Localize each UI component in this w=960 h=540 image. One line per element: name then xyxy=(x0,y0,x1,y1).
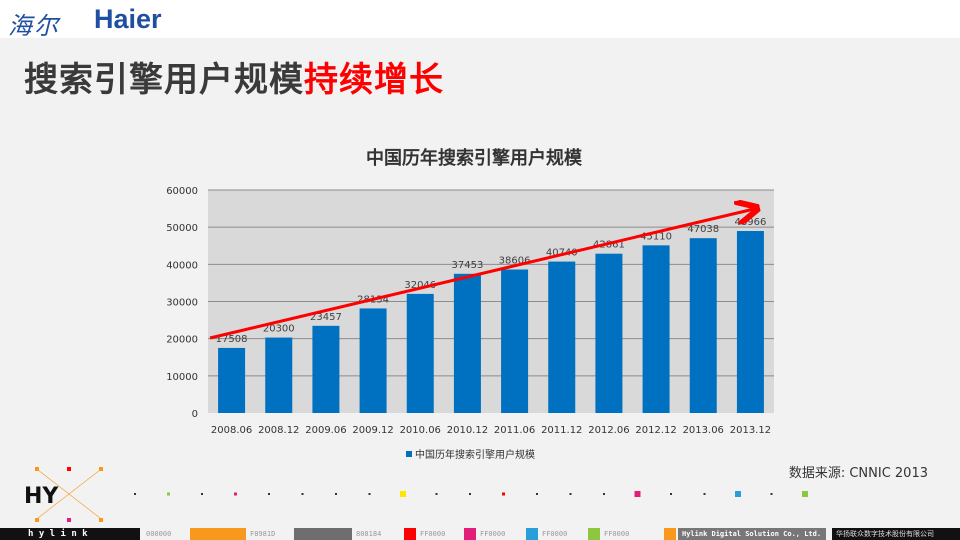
decor-dot xyxy=(670,493,672,495)
data-label: 42861 xyxy=(593,240,625,251)
decor-dot xyxy=(268,493,270,495)
svg-text:HY: HY xyxy=(24,484,59,509)
decor-dot xyxy=(770,493,773,495)
y-tick-label: 60000 xyxy=(166,186,198,197)
color-code: 808184 xyxy=(356,530,382,538)
decor-dot xyxy=(201,493,203,495)
data-label: 20300 xyxy=(263,324,295,335)
title-main: 搜索引擎用户规模 xyxy=(24,60,304,100)
legend-label: 中国历年搜索引擎用户规模 xyxy=(415,448,535,461)
data-label: 37453 xyxy=(452,260,484,271)
decor-dot xyxy=(634,491,641,497)
decor-dot xyxy=(469,493,471,495)
company-en: Hylink Digital Solution Co., Ltd. xyxy=(678,528,826,540)
data-label: 48966 xyxy=(735,217,767,228)
x-tick-label: 2012.12 xyxy=(635,425,676,436)
bar xyxy=(595,253,623,413)
bar xyxy=(689,238,717,413)
x-tick-label: 2011.06 xyxy=(494,425,535,436)
bar xyxy=(265,337,293,413)
x-tick-label: 2010.12 xyxy=(447,425,488,436)
y-tick-label: 50000 xyxy=(166,223,198,234)
data-label: 32046 xyxy=(404,280,436,291)
x-tick-label: 2013.06 xyxy=(683,425,724,436)
color-swatch xyxy=(404,528,416,540)
decor-dot xyxy=(435,493,438,495)
bar xyxy=(453,273,481,413)
trend-arrow xyxy=(209,209,754,340)
color-swatch xyxy=(664,528,676,540)
y-tick-label: 10000 xyxy=(166,372,198,383)
decor-dot xyxy=(802,491,808,497)
data-label: 17508 xyxy=(216,334,248,345)
chart-title: 中国历年搜索引擎用户规模 xyxy=(366,147,583,169)
x-tick-label: 2011.12 xyxy=(541,425,582,436)
x-tick-label: 2010.06 xyxy=(400,425,441,436)
data-label: 47038 xyxy=(687,224,719,235)
bar xyxy=(406,293,434,413)
haier-logo: Haier xyxy=(94,4,162,34)
color-code: FF0000 xyxy=(542,530,568,538)
color-swatch xyxy=(588,528,600,540)
color-code: F8981D xyxy=(250,530,276,538)
x-tick-label: 2012.06 xyxy=(588,425,629,436)
x-tick-label: 2008.06 xyxy=(211,425,252,436)
decor-dot xyxy=(234,492,237,496)
decor-dot xyxy=(703,493,706,495)
bar xyxy=(312,325,340,413)
y-tick-label: 0 xyxy=(192,409,198,420)
footer-brand: h y l i n k xyxy=(0,528,140,540)
color-swatch xyxy=(190,528,246,540)
decor-dot xyxy=(335,493,337,495)
decor-dot xyxy=(536,493,538,495)
data-label: 38606 xyxy=(499,256,531,267)
x-tick-label: 2008.12 xyxy=(258,425,299,436)
bar xyxy=(359,308,387,413)
decor-dot xyxy=(502,492,505,496)
legend-swatch xyxy=(406,451,412,457)
color-swatch xyxy=(294,528,352,540)
color-swatch xyxy=(464,528,476,540)
color-swatch xyxy=(526,528,538,540)
bar xyxy=(218,347,246,413)
color-code: FF0000 xyxy=(480,530,506,538)
x-tick-label: 2009.06 xyxy=(305,425,346,436)
color-code: FF0000 xyxy=(604,530,630,538)
color-code: FF0000 xyxy=(420,530,446,538)
decor-dot xyxy=(569,493,572,495)
x-tick-label: 2013.12 xyxy=(730,425,771,436)
bar xyxy=(642,245,670,413)
title-highlight: 持续增长 xyxy=(304,60,444,100)
bar xyxy=(548,261,576,413)
decor-dot xyxy=(167,492,170,496)
header-bar: 海尔 Haier xyxy=(0,0,960,40)
data-label: 23457 xyxy=(310,312,342,323)
decor-dot xyxy=(301,493,304,495)
decor-dot xyxy=(400,491,406,497)
company-cn: 华扬联众数字技术股份有限公司 xyxy=(832,528,960,540)
data-source: 数据来源: CNNIC 2013 xyxy=(788,466,928,481)
decor-dot xyxy=(134,493,136,495)
y-tick-label: 30000 xyxy=(166,298,198,309)
decor-dot xyxy=(735,491,741,497)
y-tick-label: 40000 xyxy=(166,260,198,271)
footer-strip: h y l i n k 000000 F8981D 808184 FF0000 … xyxy=(0,528,960,540)
decor-dot xyxy=(603,493,605,495)
x-tick-label: 2009.12 xyxy=(352,425,393,436)
color-code: 000000 xyxy=(146,530,172,538)
bar xyxy=(501,269,529,413)
hy-logo: HY xyxy=(24,467,103,522)
decor-dot xyxy=(368,493,371,495)
haier-logo-cn: 海尔 xyxy=(8,12,60,40)
data-label: 45110 xyxy=(640,231,672,242)
bar xyxy=(736,231,764,413)
y-tick-label: 20000 xyxy=(166,335,198,346)
page-title: 搜索引擎用户规模持续增长 xyxy=(24,52,444,101)
